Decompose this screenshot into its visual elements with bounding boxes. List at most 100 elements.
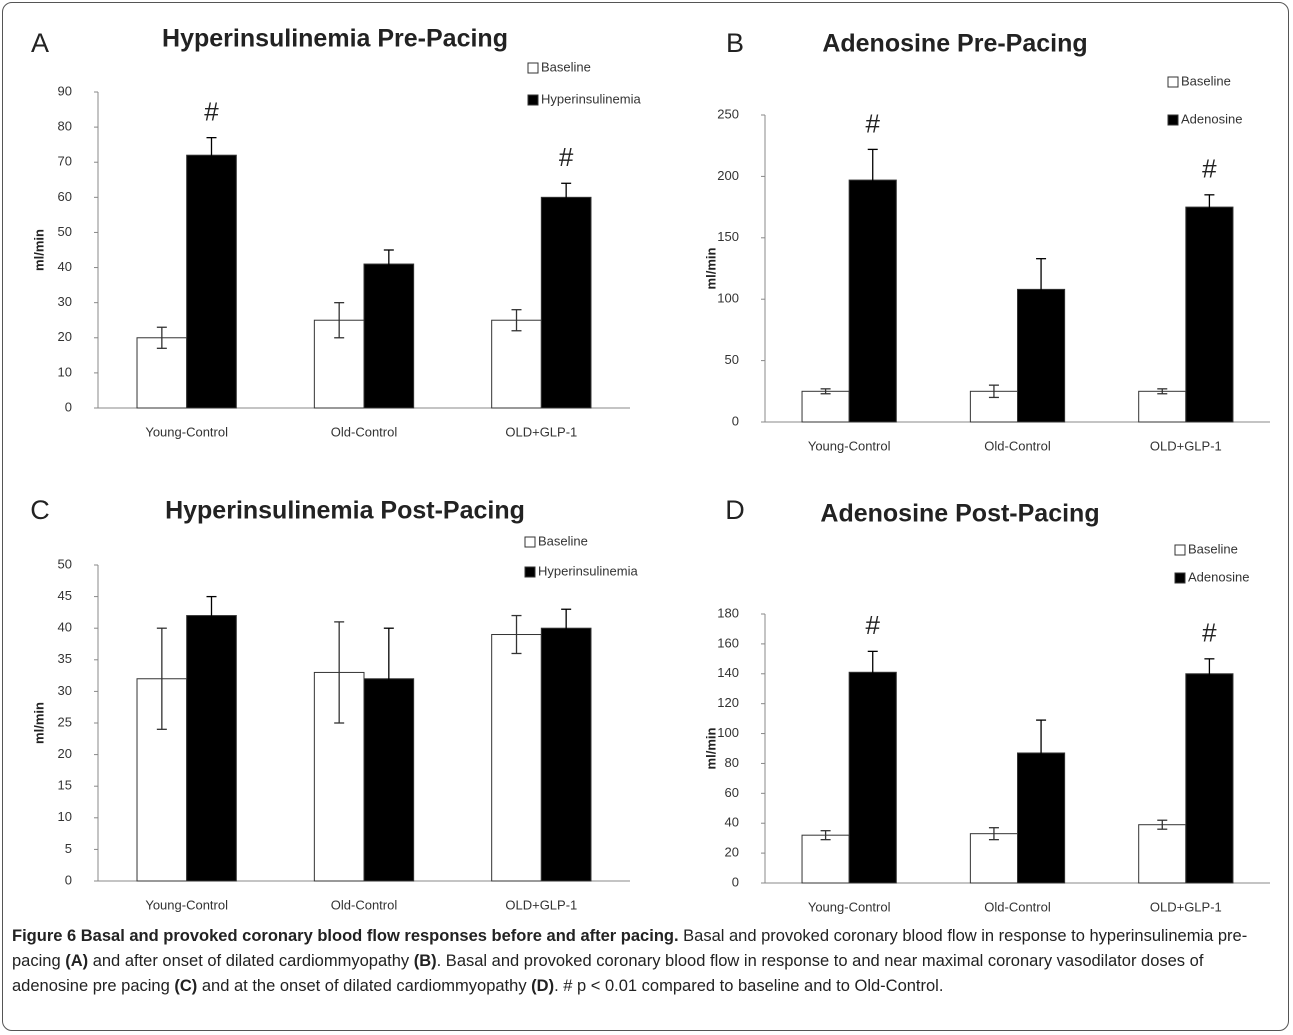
y-tick-label: 50	[58, 556, 72, 571]
bar	[801, 834, 850, 884]
y-tick-label: 100	[717, 291, 739, 306]
chart-title: Hyperinsulinemia Post-Pacing	[165, 497, 525, 525]
legend-label: Hyperinsulinemia	[538, 563, 638, 578]
y-tick-label: 140	[717, 665, 739, 680]
x-tick-label: OLD+GLP-1	[505, 897, 577, 912]
y-tick-label: 0	[65, 872, 72, 887]
bar	[491, 634, 542, 882]
caption-bold: (C)	[174, 977, 198, 995]
y-tick-label: 10	[58, 364, 72, 379]
y-tick-label: 40	[725, 815, 739, 830]
legend-swatch	[1174, 544, 1186, 556]
y-tick-label: 120	[717, 695, 739, 710]
caption-bold: (D)	[531, 977, 555, 995]
bar	[540, 196, 592, 409]
error-bar	[561, 608, 572, 648]
legend-label: Adenosine	[1188, 569, 1249, 584]
error-bar	[1157, 388, 1168, 395]
bar	[363, 263, 415, 409]
error-bar	[867, 650, 878, 694]
error-bar	[206, 595, 217, 636]
chart-title: Adenosine Pre-Pacing	[822, 30, 1087, 58]
legend-label: Adenosine	[1181, 111, 1242, 126]
bar	[186, 615, 237, 882]
x-tick-label: Old-Control	[331, 897, 398, 912]
y-tick-label: 100	[717, 725, 739, 740]
legend-swatch	[527, 94, 539, 106]
x-tick-label: Young-Control	[145, 897, 228, 912]
legend-swatch	[527, 62, 539, 74]
error-bar	[561, 182, 572, 213]
x-tick-label: Young-Control	[808, 438, 891, 453]
y-tick-label: 15	[58, 778, 72, 793]
y-tick-label: 200	[717, 168, 739, 183]
chart-title: Adenosine Post-Pacing	[820, 500, 1099, 528]
y-tick-label: 50	[58, 224, 72, 239]
x-tick-label: Young-Control	[808, 899, 891, 914]
error-bar	[988, 827, 999, 841]
y-tick-label: 40	[58, 259, 72, 274]
significance-marker: #	[559, 142, 574, 172]
legend-label: Baseline	[1181, 73, 1231, 88]
error-bar	[511, 309, 522, 332]
y-tick-label: 40	[58, 620, 72, 635]
y-tick-label: 45	[58, 588, 72, 603]
y-tick-label: 150	[717, 229, 739, 244]
y-axis-label: ml/min	[31, 702, 46, 744]
panel-letter: D	[725, 495, 745, 525]
y-axis-label: ml/min	[31, 229, 46, 271]
bar	[1138, 390, 1187, 423]
caption-bold: (B)	[413, 952, 437, 970]
bar	[848, 179, 897, 423]
legend-swatch	[524, 536, 536, 548]
bar	[801, 390, 850, 423]
error-bar	[156, 627, 167, 730]
y-tick-label: 5	[65, 841, 72, 856]
legend-swatch	[1174, 572, 1186, 584]
panel-letter: A	[31, 28, 49, 58]
panel-letter: C	[30, 495, 50, 525]
y-tick-label: 25	[58, 714, 72, 729]
x-tick-label: OLD+GLP-1	[1150, 899, 1222, 914]
bar	[1185, 206, 1234, 423]
legend-swatch	[524, 566, 536, 578]
y-axis-label: ml/min	[703, 727, 718, 769]
significance-marker: #	[865, 610, 880, 640]
x-tick-label: Young-Control	[145, 424, 228, 439]
y-tick-label: 90	[58, 83, 72, 98]
legend-label: Baseline	[538, 533, 588, 548]
y-tick-label: 20	[58, 746, 72, 761]
caption: Figure 6 Basal and provoked coronary blo…	[12, 924, 1280, 999]
y-axis-label: ml/min	[703, 247, 718, 289]
x-tick-label: Old-Control	[331, 424, 398, 439]
legend-swatch	[1167, 76, 1179, 88]
error-bar	[334, 621, 345, 724]
y-tick-label: 30	[58, 683, 72, 698]
x-tick-label: Old-Control	[984, 899, 1051, 914]
chart-title: Hyperinsulinemia Pre-Pacing	[162, 25, 508, 53]
error-bar	[867, 148, 878, 212]
error-bar	[1204, 658, 1215, 690]
figure: A Hyperinsulinemia Pre-Pacing ml/min 0 10 20 3…	[30, 25, 1270, 914]
significance-marker: #	[204, 97, 219, 127]
legend-label: Baseline	[1188, 541, 1238, 556]
y-tick-label: 20	[58, 329, 72, 344]
error-bar	[156, 326, 167, 349]
y-tick-label: 180	[717, 605, 739, 620]
y-tick-label: 60	[58, 189, 72, 204]
y-tick-label: 0	[65, 399, 72, 414]
bar	[491, 319, 542, 409]
caption-bold: (A)	[65, 952, 89, 970]
significance-marker: #	[865, 108, 880, 138]
error-bar	[1036, 258, 1047, 321]
panel-letter: B	[726, 28, 744, 58]
error-bar	[383, 249, 394, 279]
caption-text: and after onset of dilated cardiommyopat…	[88, 952, 414, 970]
significance-marker: #	[1202, 618, 1217, 648]
bar	[136, 337, 188, 409]
error-bar	[988, 384, 999, 399]
error-bar	[334, 302, 345, 339]
bar	[540, 627, 592, 882]
y-tick-label: 20	[725, 845, 739, 860]
y-tick-label: 0	[732, 874, 739, 889]
